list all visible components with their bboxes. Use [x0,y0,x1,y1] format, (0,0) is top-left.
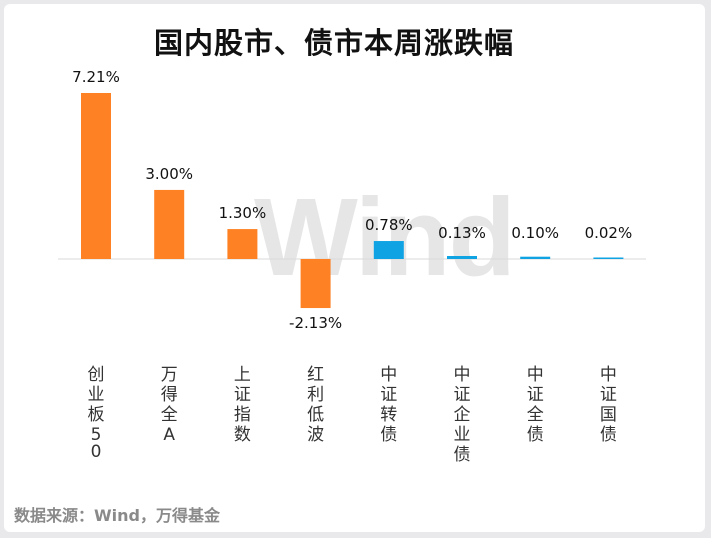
bar-value-label: -2.13% [289,314,342,332]
wind-watermark: Wind [254,176,516,299]
category-label: 中证转债 [380,365,397,445]
chart-title: 国内股市、债市本周涨跌幅 [153,26,514,60]
category-label: 中证全债 [527,365,544,445]
bar-value-label: 7.21% [72,68,120,86]
bar [154,189,185,259]
bar [81,93,111,259]
category-label: 创业板 5 0 [88,365,105,462]
bar-value-label: 3.00% [145,165,193,183]
bar [593,257,624,259]
category-label: 上证指数 [234,365,251,445]
bar [373,241,404,259]
bar-value-label: 0.13% [438,224,486,242]
bar [227,229,258,259]
bar-value-label: 0.10% [511,224,559,242]
category-label: 中证企业债 [454,365,471,465]
bar [300,259,331,309]
bar-value-label: 1.30% [219,204,267,222]
bar [447,256,477,259]
bar-value-label: 0.02% [585,224,633,242]
bar [520,256,551,259]
category-label: 万得全 A [161,365,178,445]
category-label: 中证国债 [600,365,617,445]
category-label: 红利低波 [307,365,324,445]
bar-value-label: 0.78% [365,216,413,234]
chart-card: 国内股市、债市本周涨跌幅 Wind [4,4,705,532]
data-source-note: 数据来源：Wind，万得基金 [14,506,220,525]
